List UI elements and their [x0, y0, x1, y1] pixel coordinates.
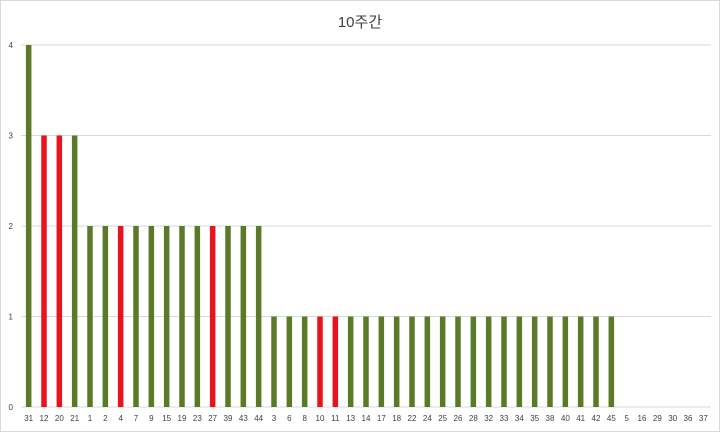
- bar-11: [332, 316, 339, 407]
- x-tick-label: 12: [40, 414, 49, 423]
- y-tick-label: 2: [9, 222, 14, 231]
- bar-12: [41, 135, 47, 407]
- bar-44: [255, 226, 262, 407]
- x-tick-label: 34: [515, 414, 524, 423]
- bar-33: [501, 316, 507, 407]
- bar-25: [439, 316, 446, 407]
- x-tick-label: 31: [24, 414, 33, 423]
- bar-43: [240, 226, 247, 407]
- bar-13: [347, 316, 354, 407]
- bar-34: [516, 316, 523, 407]
- x-tick-label: 28: [469, 414, 478, 423]
- x-tick-label: 1: [88, 414, 93, 423]
- x-tick-label: 38: [546, 414, 555, 423]
- y-tick-label: 3: [9, 132, 14, 141]
- bar-21: [71, 135, 78, 407]
- x-tick-label: 30: [668, 414, 677, 423]
- bar-15: [163, 226, 170, 407]
- x-tick-label: 10: [316, 414, 325, 423]
- x-tick-label: 39: [224, 414, 233, 423]
- bar-14: [363, 316, 369, 407]
- y-tick-label: 4: [9, 41, 14, 50]
- x-tick-label: 20: [55, 414, 64, 423]
- bar-41: [577, 316, 584, 407]
- x-tick-label: 14: [362, 414, 371, 423]
- x-tick-label: 4: [118, 414, 123, 423]
- x-tick-label: 42: [592, 414, 601, 423]
- x-tick-label: 36: [684, 414, 693, 423]
- x-tick-label: 22: [408, 414, 417, 423]
- x-tick-label: 33: [500, 414, 509, 423]
- x-tick-label: 44: [254, 414, 263, 423]
- chart-title: 10주간: [337, 14, 383, 31]
- x-tick-label: 21: [70, 414, 79, 423]
- x-tick-label: 2: [103, 414, 108, 423]
- bar-4: [117, 226, 124, 407]
- y-tick-label: 0: [9, 403, 14, 412]
- x-tick-label: 24: [423, 414, 432, 423]
- x-tick-label: 35: [530, 414, 539, 423]
- bar-26: [455, 316, 461, 407]
- x-tick-label: 11: [331, 414, 340, 423]
- x-tick-label: 8: [302, 414, 307, 423]
- bar-38: [547, 316, 553, 407]
- x-tick-label: 45: [607, 414, 616, 423]
- x-tick-label: 41: [576, 414, 585, 423]
- x-tick-label: 43: [239, 414, 248, 423]
- bar-31: [25, 45, 32, 407]
- x-tick-label: 29: [653, 414, 662, 423]
- bar-6: [286, 316, 293, 407]
- x-tick-label: 9: [149, 414, 154, 423]
- x-tick-label: 13: [346, 414, 355, 423]
- y-tick-label: 1: [9, 313, 14, 322]
- bar-20: [56, 135, 63, 407]
- bar-32: [485, 316, 492, 407]
- bar-40: [562, 316, 569, 407]
- x-tick-label: 25: [438, 414, 447, 423]
- x-tick-label: 18: [392, 414, 401, 423]
- x-tick-label: 37: [699, 414, 708, 423]
- bar-9: [148, 226, 155, 407]
- bar-18: [393, 316, 400, 407]
- bar-42: [593, 316, 599, 407]
- x-tick-label: 32: [484, 414, 493, 423]
- x-tick-label: 16: [638, 414, 647, 423]
- x-tick-label: 7: [134, 414, 139, 423]
- x-tick-label: 40: [561, 414, 570, 423]
- bar-23: [194, 226, 201, 407]
- bar-10: [317, 316, 323, 407]
- bar-35: [531, 316, 538, 407]
- x-tick-label: 3: [272, 414, 277, 423]
- x-tick-label: 17: [377, 414, 386, 423]
- x-tick-label: 6: [287, 414, 292, 423]
- bar-22: [409, 316, 415, 407]
- bar-45: [608, 316, 615, 407]
- bar-7: [133, 226, 139, 407]
- bar-24: [424, 316, 431, 407]
- bar-28: [470, 316, 477, 407]
- x-tick-label: 27: [208, 414, 217, 423]
- bar-3: [271, 316, 277, 407]
- bar-39: [225, 226, 231, 407]
- x-tick-label: 15: [162, 414, 171, 423]
- x-tick-label: 23: [193, 414, 202, 423]
- bar-2: [102, 226, 109, 407]
- bar-27: [209, 226, 216, 407]
- bar-19: [179, 226, 185, 407]
- bar-1: [87, 226, 93, 407]
- x-tick-label: 5: [624, 414, 629, 423]
- x-tick-label: 26: [454, 414, 463, 423]
- bar-8: [301, 316, 308, 407]
- x-tick-label: 19: [178, 414, 187, 423]
- bar-17: [378, 316, 385, 407]
